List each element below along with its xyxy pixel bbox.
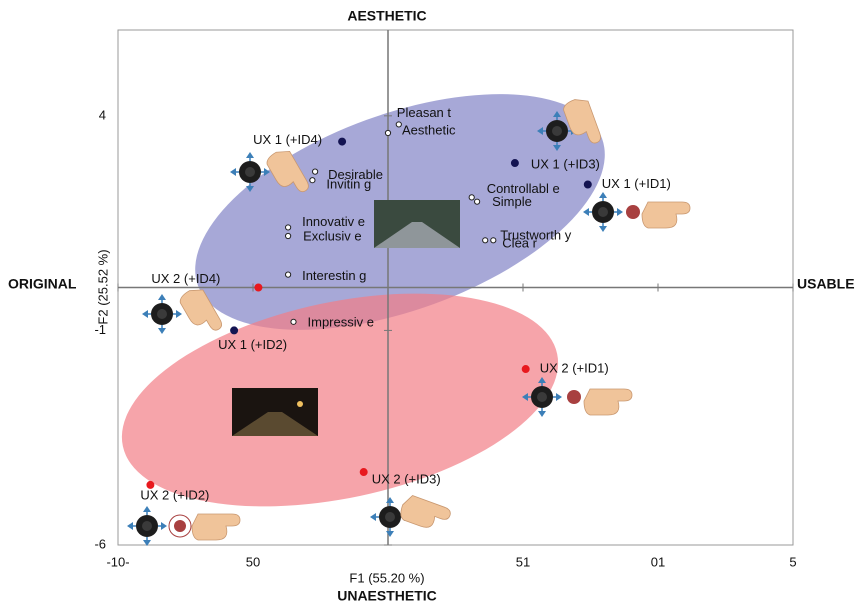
axes (117, 30, 794, 546)
y-tick-label: -1 (94, 322, 106, 337)
x-axis-title: F1 (55.20 %) (349, 570, 424, 585)
point-label: UX 2 (+ID1) (540, 360, 609, 375)
point (290, 318, 297, 325)
point-label: UX 2 (+ID2) (140, 487, 209, 502)
x-tick-label: 51 (516, 554, 530, 569)
point-label: UX 2 (+ID4) (151, 271, 220, 286)
bottom-label: UNAESTHETIC (337, 588, 437, 604)
point-label: Clea r (502, 236, 537, 251)
point (583, 180, 592, 189)
point (338, 137, 347, 146)
point (474, 198, 481, 205)
right-label: USABLE (797, 276, 855, 292)
point (384, 129, 392, 137)
point-label: UX 1 (+ID2) (218, 337, 287, 352)
point (312, 168, 319, 175)
point (490, 237, 497, 244)
point-label: Aesthetic (402, 122, 456, 137)
light (297, 401, 303, 407)
point (230, 326, 239, 335)
road (232, 412, 318, 436)
point-label: Desirable (328, 167, 383, 182)
cluster-ux2 (121, 293, 559, 507)
point (254, 283, 263, 292)
point (521, 365, 530, 374)
point-label: Innovativ e (302, 214, 365, 229)
point-label: Simple (492, 194, 532, 209)
road (374, 222, 460, 248)
point-label: Pleasan t (397, 105, 452, 120)
point-label: Trustworth y (500, 228, 572, 243)
x-tick-label: 5 (789, 554, 796, 569)
point-label: Controllabl e (487, 181, 560, 196)
x-tick-label: 01 (651, 554, 665, 569)
point (482, 237, 489, 244)
point (395, 121, 402, 128)
point-label: Impressiv e (308, 314, 374, 329)
point-label: UX 1 (+ID3) (531, 156, 600, 171)
y-tick-label: -6 (94, 536, 106, 551)
point (285, 232, 292, 240)
x-tick-label: -10- (106, 554, 129, 569)
top-label: AESTHETIC (347, 8, 426, 24)
point-label: Invitin g (326, 177, 371, 192)
point (468, 194, 475, 201)
y-tick-label: 4 (99, 107, 106, 122)
y-axis-title: F2 (25.52 %) (95, 249, 110, 324)
point (146, 480, 155, 489)
point-label: UX 1 (+ID1) (602, 176, 671, 191)
point-label: UX 1 (+ID4) (253, 132, 322, 147)
x-tick-label: 50 (246, 554, 260, 569)
point (309, 177, 316, 184)
point-label: UX 2 (+ID3) (372, 471, 441, 486)
point (285, 271, 292, 278)
point-label: Interestin g (302, 268, 366, 283)
point-label: Exclusiv e (303, 228, 362, 243)
left-label: ORIGINAL (8, 276, 77, 292)
icons (126, 95, 691, 547)
images (232, 200, 460, 436)
point (359, 468, 368, 477)
point (285, 224, 292, 231)
point (510, 159, 519, 168)
